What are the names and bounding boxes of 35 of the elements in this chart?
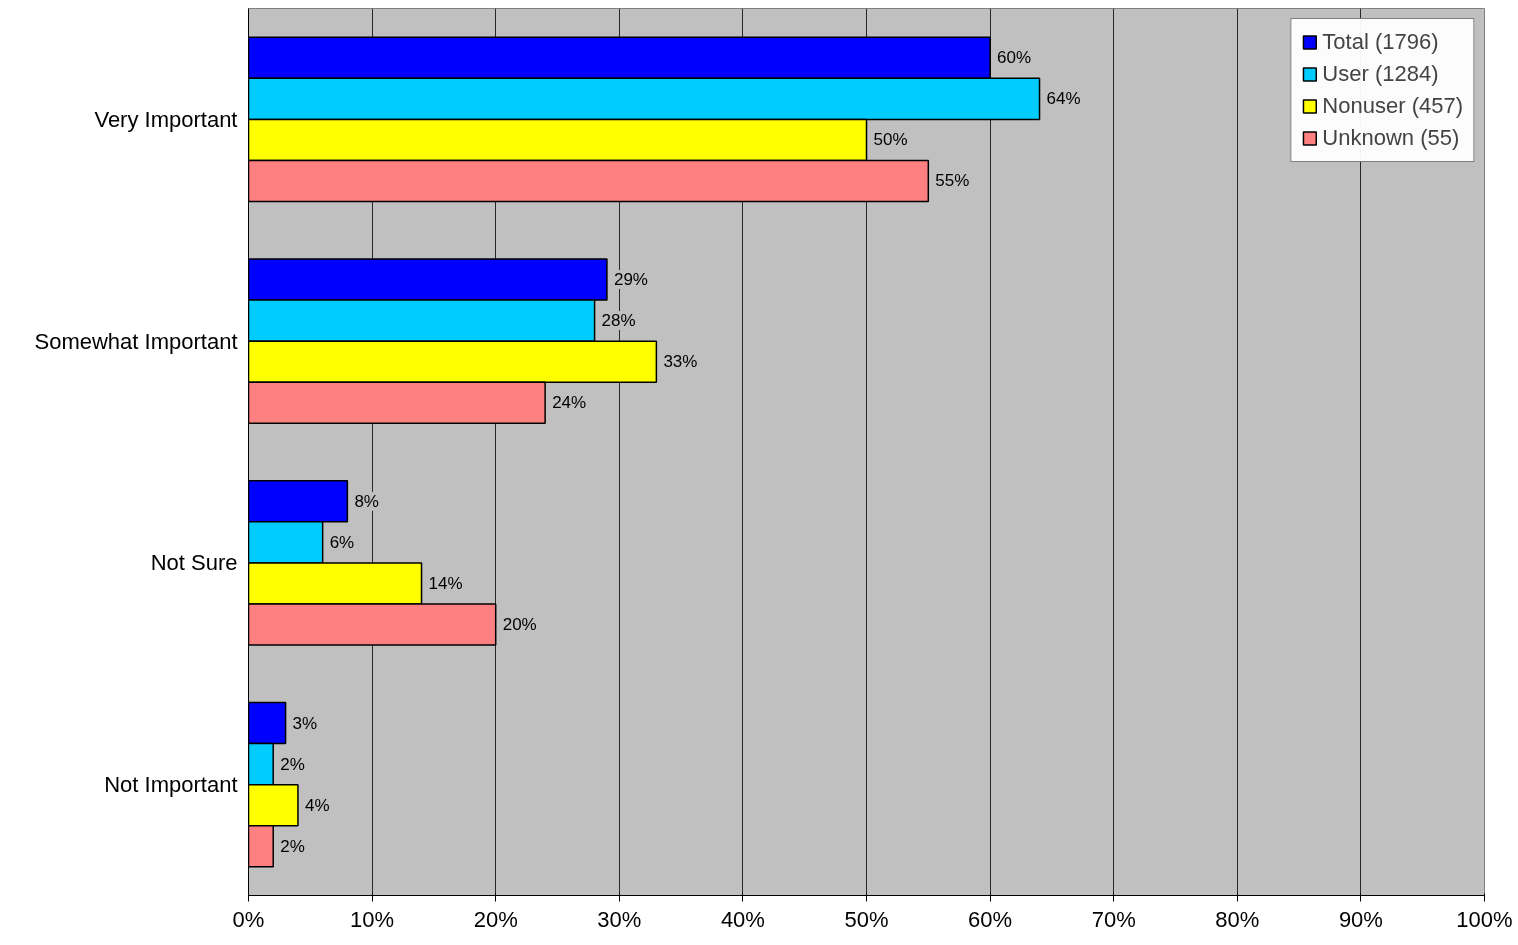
y-tick-label: Not Important (104, 772, 238, 798)
legend-label: Unknown (55) (1322, 125, 1460, 151)
x-tick-label: 10% (350, 906, 395, 932)
data-label: 33% (663, 352, 698, 372)
data-label: 24% (552, 393, 587, 413)
legend-label: Total (1796) (1322, 29, 1439, 55)
legend-label: User (1284) (1322, 61, 1439, 87)
data-label: 6% (329, 532, 355, 552)
x-tick-label: 50% (844, 906, 889, 932)
data-label: 8% (354, 491, 379, 511)
data-label: 28% (601, 311, 636, 331)
data-label: 3% (292, 713, 318, 733)
data-label: 14% (428, 573, 463, 593)
data-label: 2% (280, 836, 305, 856)
data-label: 55% (935, 171, 970, 191)
y-tick-label: Not Sure (150, 550, 238, 576)
data-label: 64% (1046, 89, 1081, 109)
data-label: 4% (304, 795, 330, 815)
y-tick-label: Very Important (94, 106, 238, 132)
data-label: 20% (502, 614, 537, 634)
legend-label: Nonuser (457) (1322, 93, 1463, 119)
x-tick-label: 20% (473, 906, 518, 932)
y-tick-label: Somewhat Important (34, 328, 238, 354)
x-tick-label: 0% (232, 906, 265, 932)
data-label: 2% (280, 754, 305, 774)
x-tick-label: 60% (968, 906, 1013, 932)
data-label: 50% (873, 130, 908, 150)
x-tick-label: 30% (597, 906, 642, 932)
x-tick-label: 40% (720, 906, 765, 932)
x-tick-label: 100% (1456, 906, 1513, 932)
x-tick-label: 80% (1215, 906, 1260, 932)
x-tick-label: 90% (1338, 906, 1383, 932)
data-label: 60% (997, 48, 1032, 68)
x-tick-label: 70% (1091, 906, 1136, 932)
data-label: 29% (613, 270, 648, 290)
